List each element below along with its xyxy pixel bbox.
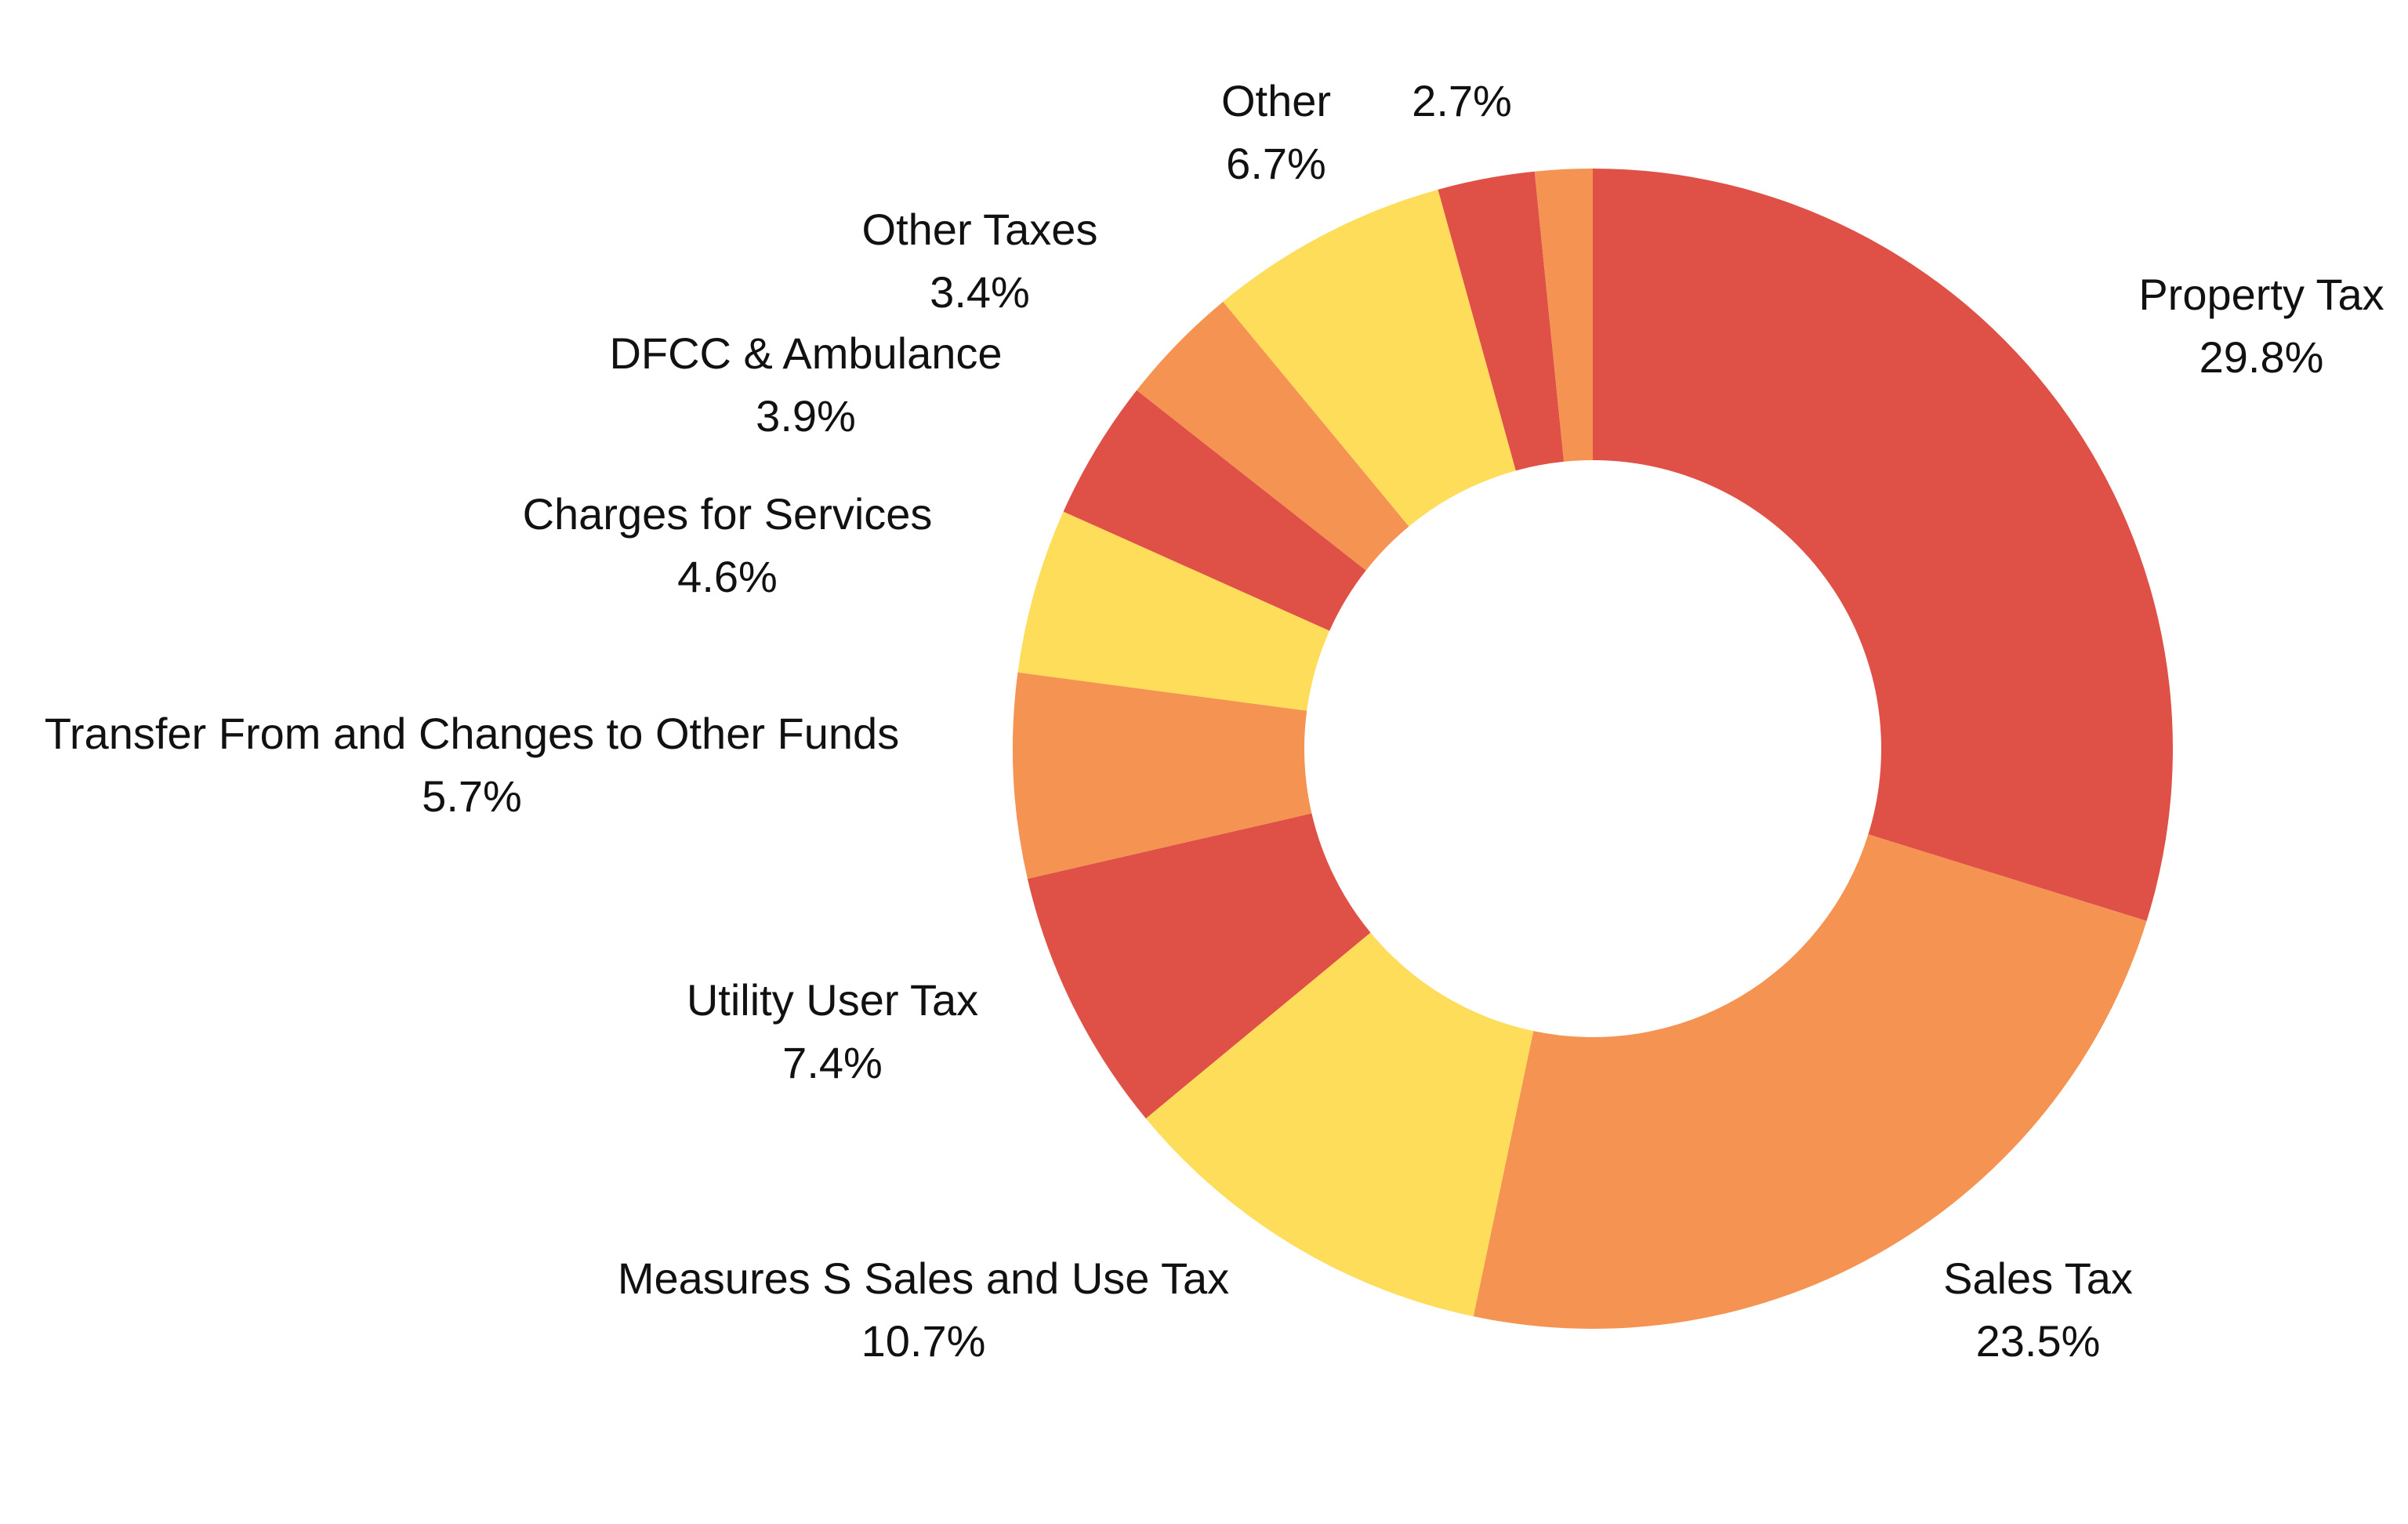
- slices-layer: [1013, 169, 2173, 1329]
- slice-label-percent: 4.6%: [677, 552, 778, 601]
- slice-label-group: Other Taxes 3.4%: [862, 205, 1098, 317]
- slice-label-group: Other 6.7%: [1221, 76, 1331, 188]
- slice-other-taxes: [1137, 301, 1409, 571]
- slice-label-group: 2.7%: [1412, 76, 1512, 125]
- slice-unlabeled-9: [1438, 171, 1565, 471]
- slice-label-percent: 29.8%: [2199, 332, 2324, 382]
- slice-label-percent: 5.7%: [422, 771, 522, 821]
- slice-label-name: Other: [1221, 76, 1331, 125]
- slice-label-name: Utility User Tax: [687, 975, 978, 1025]
- slice-dfcc-ambulance: [1063, 390, 1366, 631]
- slice-label-group: Transfer From and Changes to Other Funds…: [45, 709, 899, 821]
- labels-layer: Property Tax 29.8% Sales Tax 23.5% Measures …: [45, 76, 2384, 1366]
- slice-label-percent: 3.9%: [756, 391, 856, 441]
- slice-label-name: DFCC & Ambulance: [609, 328, 1002, 378]
- slice-label-name: Charges for Services: [523, 489, 933, 539]
- slice-label-group: Property Tax 29.8%: [2138, 270, 2384, 382]
- slice-label-name: Sales Tax: [1943, 1254, 2133, 1303]
- slice-label-group: Measures S Sales and Use Tax 10.7%: [618, 1254, 1229, 1366]
- slice-label-group: Sales Tax 23.5%: [1943, 1254, 2133, 1366]
- slice-label-group: Utility User Tax 7.4%: [687, 975, 978, 1087]
- slice-label-group: DFCC & Ambulance 3.9%: [609, 328, 1002, 441]
- slice-transfer-from-and-changes-to-other-funds: [1013, 672, 1312, 879]
- slice-label-percent: 23.5%: [1976, 1316, 2101, 1366]
- slice-label-percent: 6.7%: [1226, 139, 1326, 188]
- slice-property-tax: [1593, 169, 2173, 921]
- slice-label-name: Transfer From and Changes to Other Funds: [45, 709, 899, 758]
- slice-label-percent: 7.4%: [782, 1038, 883, 1087]
- slice-utility-user-tax: [1027, 813, 1371, 1119]
- slice-label-name: Other Taxes: [862, 205, 1098, 254]
- slice-label-group: Charges for Services 4.6%: [523, 489, 933, 601]
- slice-label-name: Property Tax: [2138, 270, 2384, 319]
- slice-label-percent: 10.7%: [861, 1316, 986, 1366]
- slice-unlabeled-10: [1534, 169, 1593, 462]
- slice-label-percent: 2.7%: [1412, 76, 1512, 125]
- slice-other: [1223, 189, 1516, 527]
- slice-sales-tax: [1473, 834, 2147, 1329]
- slice-measures-s-sales-and-use-tax: [1145, 932, 1534, 1317]
- slice-charges-for-services: [1017, 511, 1330, 711]
- slice-label-percent: 3.4%: [930, 267, 1030, 317]
- slice-label-name: Measures S Sales and Use Tax: [618, 1254, 1229, 1303]
